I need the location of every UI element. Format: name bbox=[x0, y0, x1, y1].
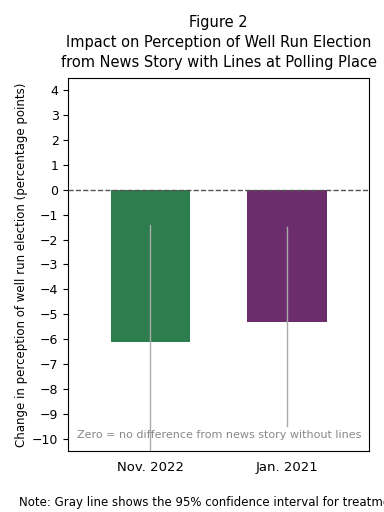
Title: Figure 2
Impact on Perception of Well Run Election
from News Story with Lines at: Figure 2 Impact on Perception of Well Ru… bbox=[61, 15, 377, 70]
Text: Zero = no difference from news story without lines: Zero = no difference from news story wit… bbox=[77, 430, 362, 440]
Bar bbox=[247, 190, 327, 322]
Text: Note: Gray line shows the 95% confidence interval for treatment effect.: Note: Gray line shows the 95% confidence… bbox=[19, 497, 384, 509]
Y-axis label: Change in perception of well run election (percentage points): Change in perception of well run electio… bbox=[15, 82, 28, 446]
Bar bbox=[111, 190, 190, 342]
